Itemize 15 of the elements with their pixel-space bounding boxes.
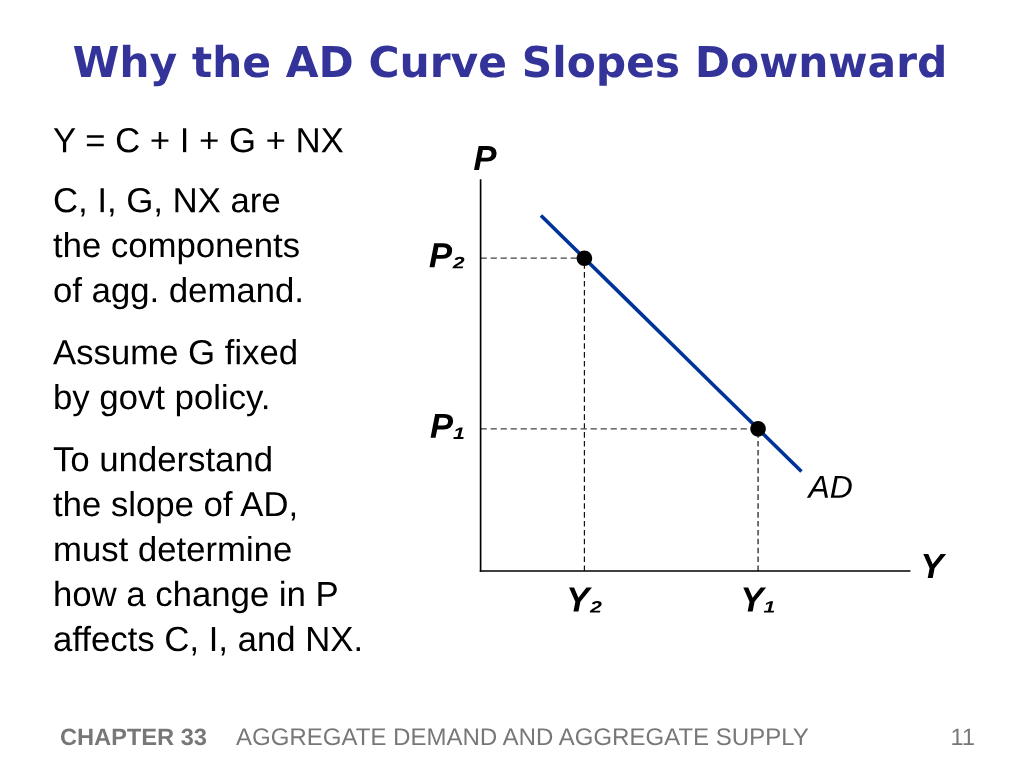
ref-line-label: P₂ [429, 243, 465, 269]
y-axis-title: P [474, 146, 497, 170]
text: AGGREGATE DEMAND AND AGGREGATE SUPPLY [236, 728, 809, 746]
text: Assume G fixed by govt policy. [53, 339, 296, 417]
text: Y = C + I + G + NX [53, 127, 344, 153]
text: C, I, G, NX are the components of agg. demand. [53, 187, 301, 310]
text: To understand the slope of AD, must determine how a change in P affects C, I, and NX. [53, 446, 360, 656]
series-label: AD [806, 475, 852, 498]
ref-line-label: P₁ [430, 413, 464, 439]
x-tick-label: Y₂ [569, 587, 602, 613]
text: 11 [952, 728, 974, 745]
x-axis-title: Y [923, 554, 947, 578]
chart-title: Why the AD Curve Slopes Downward [73, 44, 944, 87]
x-tick-label: Y₁ [743, 587, 775, 613]
text: CHAPTER 33 [60, 728, 207, 746]
